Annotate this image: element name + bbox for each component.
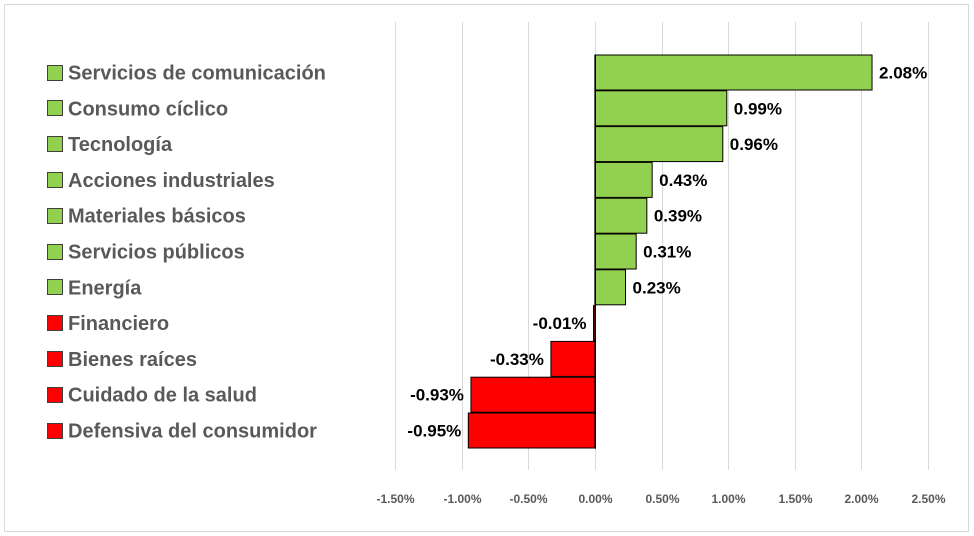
legend-swatch	[47, 315, 63, 331]
bar	[594, 54, 873, 91]
bar-layer	[467, 54, 873, 449]
data-label: -0.01%	[533, 314, 587, 333]
bar	[594, 269, 627, 306]
data-label: 0.31%	[643, 243, 691, 262]
x-tick-label: 2.00%	[844, 492, 878, 506]
x-tick-label: -0.50%	[509, 492, 547, 506]
legend-category-label: Cuidado de la salud	[68, 385, 257, 407]
bar	[594, 197, 648, 234]
label-layer: 2.08% 0.99% 0.96% 0.43% 0.39% 0.31% 0.23% -0.01…	[407, 64, 927, 441]
bar	[470, 376, 596, 413]
tick-layer: -1.50% -1.00% -0.50% 0.00% 0.50% 1.00% 1.50% 2.…	[376, 492, 945, 506]
data-label: 0.99%	[734, 99, 782, 118]
bar	[593, 305, 596, 342]
x-tick-label: 1.50%	[778, 492, 812, 506]
legend-swatch	[47, 423, 63, 439]
legend-swatch	[47, 136, 63, 152]
bar	[550, 340, 596, 377]
legend-swatch	[47, 244, 63, 260]
legend-layer: Servicios de comunicación Consumo cíclico…	[47, 63, 326, 443]
data-label: -0.33%	[490, 350, 544, 369]
legend-swatch	[47, 208, 63, 224]
bar	[594, 161, 653, 198]
x-tick-label: 1.00%	[711, 492, 745, 506]
x-tick-label: 0.00%	[578, 492, 612, 506]
legend-swatch	[47, 100, 63, 116]
data-label: 0.43%	[659, 171, 707, 190]
data-label: -0.95%	[407, 422, 461, 441]
legend-category-label: Acciones industriales	[68, 170, 275, 192]
legend-swatch	[47, 351, 63, 367]
legend-category-label: Tecnología	[68, 134, 173, 156]
legend-swatch	[47, 387, 63, 403]
data-label: 0.23%	[633, 278, 681, 297]
legend-swatch	[47, 172, 63, 188]
bar	[594, 233, 637, 270]
legend-category-label: Bienes raíces	[68, 349, 197, 371]
legend-category-label: Energía	[68, 277, 142, 299]
data-label: 2.08%	[879, 64, 927, 83]
x-tick-label: 2.50%	[911, 492, 945, 506]
bar	[594, 90, 728, 127]
x-tick-label: -1.00%	[443, 492, 481, 506]
legend-category-label: Financiero	[68, 313, 169, 335]
legend-swatch	[47, 279, 63, 295]
x-tick-label: 0.50%	[645, 492, 679, 506]
data-label: 0.39%	[654, 207, 702, 226]
legend-category-label: Consumo cíclico	[68, 98, 228, 120]
legend-category-label: Defensiva del consumidor	[68, 421, 317, 443]
data-label: -0.93%	[410, 386, 464, 405]
legend-swatch	[47, 65, 63, 81]
legend-category-label: Materiales básicos	[68, 206, 246, 228]
grid-layer	[395, 22, 929, 470]
bar	[467, 412, 596, 449]
x-tick-label: -1.50%	[376, 492, 414, 506]
data-label: 0.96%	[730, 135, 778, 154]
legend-category-label: Servicios de comunicación	[68, 63, 326, 85]
bar	[594, 126, 724, 163]
legend-category-label: Servicios públicos	[68, 242, 245, 264]
